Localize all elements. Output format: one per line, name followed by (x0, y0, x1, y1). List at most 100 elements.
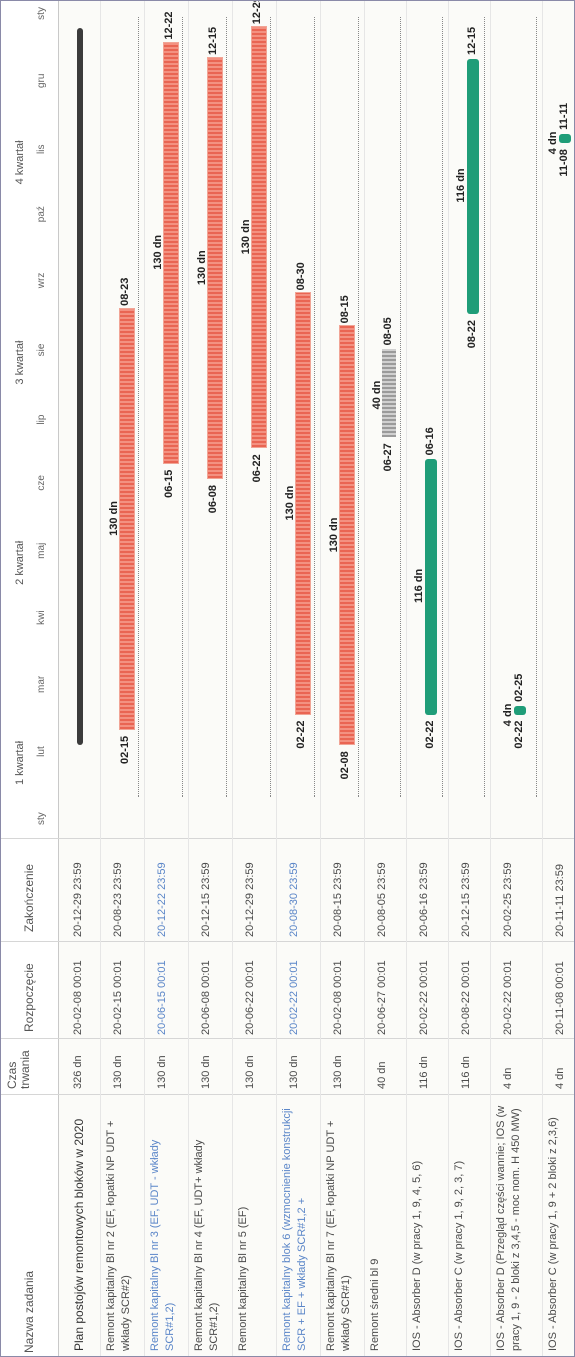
task-bar-red[interactable] (251, 26, 267, 449)
bar-start-label: 06-22 (251, 454, 263, 483)
task-duration: 130 dn (332, 1055, 344, 1089)
month-label: gru (36, 73, 47, 88)
task-duration: 326 dn (72, 1055, 84, 1089)
bar-start-label: 02-22 (424, 720, 436, 749)
task-name: Remont kapitalny Bl nr 3 (EF, UDT - wkła… (149, 1139, 176, 1351)
task-bar-green[interactable] (514, 705, 526, 715)
row-guide (358, 17, 359, 797)
month-label: mar (36, 675, 47, 693)
summary-bar[interactable] (77, 28, 83, 746)
month-label: lis (36, 144, 47, 154)
quarter-label: 4 kwartał (14, 140, 26, 185)
month-label: wrz (36, 272, 47, 289)
task-finish: 20-08-05 23:59 (376, 862, 388, 937)
bar-duration-label: 4 dn (547, 131, 559, 155)
row-guide (484, 17, 485, 797)
task-name: IOS - Absorber C (w pracy 1, 9, 2, 3, 7) (453, 1160, 465, 1351)
quarter-label: 1 kwartał (14, 740, 26, 785)
task-name: IOS - Absorber C (w pracy 1, 9 + 2 bloki… (547, 1117, 559, 1351)
task-name: Remont kapitalny Bl nr 7 (EF, łopatki NP… (325, 1120, 352, 1351)
task-finish: 20-12-29 23:59 (72, 862, 84, 937)
task-start: 20-02-08 00:01 (72, 960, 84, 1035)
month-label: sty (36, 7, 47, 20)
task-finish: 20-11-11 23:59 (554, 864, 566, 937)
task-duration: 116 dn (418, 1056, 430, 1089)
bar-start-label: 06-27 (382, 443, 394, 472)
task-bar-red[interactable] (295, 292, 311, 715)
task-start: 20-11-08 00:01 (554, 961, 566, 1035)
month-label: paź (36, 206, 47, 223)
task-start: 20-06-15 00:01 (156, 960, 168, 1035)
table-row[interactable]: IOS - Absorber C (w pracy 1, 9 + 2 bloki… (542, 0, 575, 1357)
col-start-header[interactable]: Rozpoczęcie (22, 963, 36, 1032)
month-label: maj (36, 542, 47, 559)
bar-duration-label: 130 dn (284, 485, 296, 521)
task-bar-red[interactable] (207, 57, 223, 480)
task-name: Remont kapitalny Bl nr 5 (EF) (237, 1206, 249, 1351)
month-label: sty (36, 812, 47, 825)
task-start: 20-02-22 00:01 (502, 960, 514, 1035)
task-start: 20-02-22 00:01 (288, 960, 300, 1035)
table-header: Nazwa zadania Czas trwania Rozpoczęcie Z… (0, 0, 59, 1357)
bar-start-label: 02-08 (339, 751, 351, 780)
bar-start-label: 08-22 (466, 320, 478, 349)
task-bar-green[interactable] (467, 59, 479, 315)
col-duration-header[interactable]: Czas trwania (5, 1050, 32, 1089)
bar-duration-label: 130 dn (240, 219, 252, 255)
task-name: IOS - Absorber D (w pracy 1, 9, 4, 5, 6) (411, 1160, 423, 1351)
task-finish: 20-08-15 23:59 (332, 862, 344, 937)
task-bar-red[interactable] (119, 307, 135, 730)
task-start: 20-02-15 00:01 (112, 960, 124, 1035)
row-guide (400, 17, 401, 797)
bar-duration-label: 116 dn (455, 168, 467, 203)
row-guide (314, 17, 315, 797)
task-start: 20-02-08 00:01 (332, 960, 344, 1035)
task-bar-red[interactable] (163, 41, 179, 464)
bar-start-label: 06-15 (163, 469, 175, 498)
task-bar-red[interactable] (339, 325, 355, 746)
task-bar-green[interactable] (425, 459, 437, 715)
bar-end-label: 08-05 (382, 317, 394, 346)
col-name-header[interactable]: Nazwa zadania (22, 1270, 36, 1353)
month-label: lut (36, 746, 47, 757)
bar-end-label: 12-15 (466, 26, 478, 55)
task-duration: 130 dn (244, 1055, 256, 1089)
quarter-label: 3 kwartał (14, 340, 26, 385)
task-finish: 20-12-15 23:59 (200, 862, 212, 937)
task-finish: 20-12-15 23:59 (460, 862, 472, 937)
bar-end-label: 11-11 (558, 102, 570, 130)
month-label: cze (36, 475, 47, 491)
task-bar-green[interactable] (559, 133, 571, 143)
bar-duration-label: 130 dn (328, 517, 340, 553)
bar-end-label: 06-16 (424, 427, 436, 456)
task-name: IOS - Absorber D (Przegląd części wannie… (495, 1105, 522, 1351)
month-label: lip (36, 414, 47, 425)
row-guide (536, 17, 537, 797)
task-name: Remont kapitalny blok 6 (wzmocnienie kon… (281, 1108, 308, 1351)
bar-start-label: 02-15 (119, 735, 131, 764)
task-start: 20-02-22 00:01 (418, 960, 430, 1035)
month-label: kwi (36, 610, 47, 625)
task-bar-gray[interactable] (382, 349, 396, 438)
task-duration: 130 dn (112, 1055, 124, 1089)
row-guide (182, 17, 183, 797)
task-start: 20-06-08 00:01 (200, 960, 212, 1035)
bar-end-label: 12-15 (207, 26, 219, 55)
task-name: Remont średni bl 9 (369, 1258, 381, 1351)
bar-end-label: 08-30 (295, 262, 307, 291)
row-guide (270, 17, 271, 797)
bar-end-label: 12-22 (163, 11, 175, 40)
task-duration: 4 dn (502, 1067, 514, 1089)
bar-start-label: 02-22 (513, 720, 525, 749)
bar-end-label: 08-15 (339, 295, 351, 324)
bar-duration-label: 130 dn (196, 250, 208, 286)
task-duration: 4 dn (554, 1067, 566, 1089)
row-guide (138, 17, 139, 797)
bar-end-label: 12-29 (251, 0, 263, 25)
task-duration: 130 dn (200, 1055, 212, 1089)
col-finish-header[interactable]: Zakończenie (22, 863, 36, 932)
task-name: Remont kapitalny Bl nr 2 (EF, łopatki NP… (105, 1120, 132, 1351)
task-finish: 20-12-29 23:59 (244, 862, 256, 937)
bar-duration-label: 4 dn (502, 703, 514, 727)
